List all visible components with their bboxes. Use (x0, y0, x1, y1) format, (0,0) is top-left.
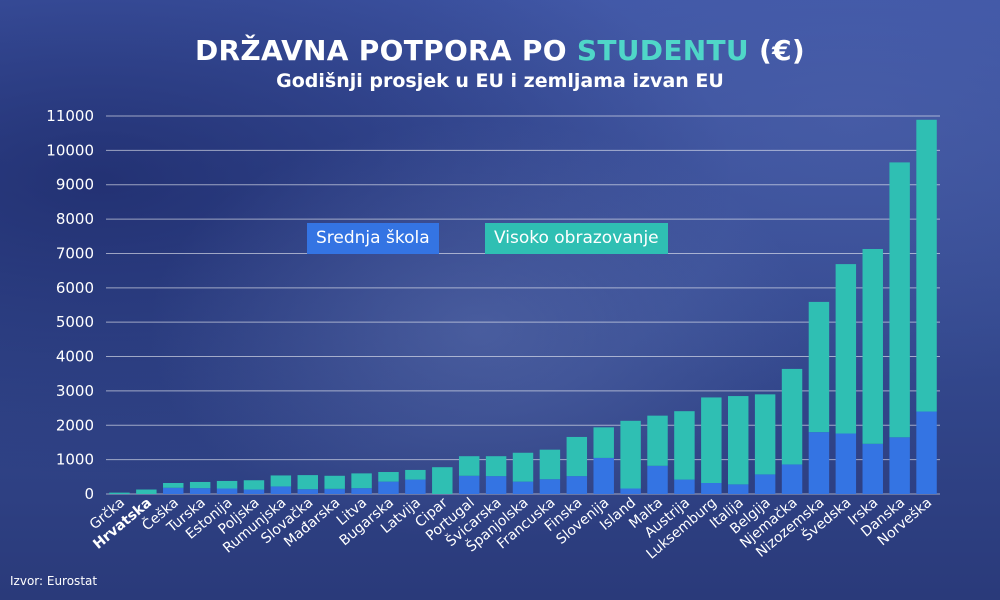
bar-higher-education (512, 452, 534, 482)
bar-higher-education (539, 449, 561, 480)
bar-secondary-school (781, 464, 803, 494)
chart-subtitle: Godišnji prosjek u EU i zemljama izvan E… (276, 70, 724, 92)
bar-higher-education (216, 480, 238, 489)
y-tick-label: 9000 (56, 176, 94, 194)
bar-secondary-school (566, 476, 588, 494)
bar-secondary-school (808, 432, 830, 494)
y-tick-label: 7000 (56, 244, 94, 262)
bar-higher-education (916, 119, 937, 412)
bar-higher-education (378, 472, 399, 482)
bar-secondary-school (189, 488, 211, 494)
bar-secondary-school (701, 483, 722, 494)
y-tick-label: 10000 (46, 141, 94, 159)
y-tick-label: 2000 (56, 416, 94, 434)
bar-higher-education (485, 456, 507, 477)
bar-higher-education (754, 394, 776, 475)
bar-secondary-school (378, 481, 399, 494)
bar-higher-education (728, 396, 749, 485)
bar-secondary-school (163, 487, 184, 494)
bar-secondary-school (324, 488, 345, 494)
bar-higher-education (136, 489, 157, 494)
bar-higher-education (297, 475, 318, 490)
bar-higher-education (405, 469, 426, 480)
bar-higher-education (781, 368, 803, 465)
bar-secondary-school (297, 489, 318, 494)
y-tick-label: 5000 (56, 313, 94, 331)
y-tick-label: 1000 (56, 451, 94, 469)
bar-higher-education (593, 427, 614, 458)
bar-higher-education (566, 436, 588, 477)
bar-secondary-school (216, 488, 238, 494)
bar-higher-education (189, 481, 211, 489)
bar-secondary-school (243, 489, 265, 494)
bar-secondary-school (539, 479, 561, 494)
bar-secondary-school (270, 486, 292, 494)
bar-secondary-school (458, 475, 480, 494)
y-tick-label: 4000 (56, 348, 94, 366)
bar-secondary-school (889, 437, 910, 494)
bar-secondary-school (485, 476, 507, 494)
bar-higher-education (620, 420, 641, 489)
y-tick-label: 11000 (46, 107, 94, 125)
bar-secondary-school (593, 457, 614, 494)
bar-higher-education (432, 467, 453, 494)
bar-higher-education (351, 473, 372, 489)
bar-higher-education (324, 475, 345, 489)
bar-higher-education (674, 411, 695, 480)
y-tick-label: 3000 (56, 382, 94, 400)
bar-secondary-school (862, 443, 883, 494)
bar-secondary-school (647, 465, 668, 494)
bar-secondary-school (754, 474, 776, 494)
legend-higher-education: Visoko obrazovanje (485, 223, 668, 254)
y-tick-label: 6000 (56, 279, 94, 297)
bar-higher-education (163, 483, 184, 488)
bar-secondary-school (620, 488, 641, 494)
bar-secondary-school (674, 479, 695, 494)
legend-secondary-school: Srednja škola (307, 223, 439, 254)
bar-secondary-school (835, 433, 857, 494)
bar-higher-education (889, 162, 910, 438)
bar-higher-education (109, 492, 130, 494)
bar-higher-education (458, 456, 480, 476)
bar-secondary-school (728, 484, 749, 494)
bar-secondary-school (405, 479, 426, 494)
y-tick-label: 8000 (56, 210, 94, 228)
bar-higher-education (862, 248, 883, 444)
source-note: Izvor: Eurostat (10, 574, 98, 588)
bar-secondary-school (351, 488, 372, 494)
bar-higher-education (243, 480, 265, 490)
bar-higher-education (647, 415, 668, 466)
chart-title: DRŽAVNA POTPORA PO STUDENTU (€) (195, 34, 805, 67)
bar-higher-education (270, 475, 292, 487)
title-accent: STUDENTU (576, 34, 749, 67)
bar-higher-education (835, 264, 857, 434)
bar-higher-education (701, 397, 722, 484)
bar-higher-education (808, 301, 830, 433)
bar-secondary-school (512, 481, 534, 494)
y-tick-label: 0 (84, 485, 94, 503)
bar-secondary-school (916, 411, 937, 494)
